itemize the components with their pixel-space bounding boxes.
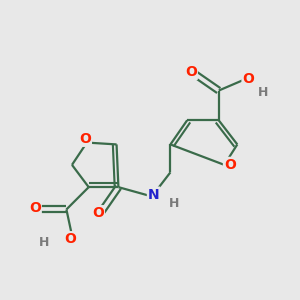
Text: O: O xyxy=(79,132,91,146)
Text: O: O xyxy=(185,65,197,79)
Text: H: H xyxy=(258,86,268,99)
Text: O: O xyxy=(242,72,254,86)
Text: O: O xyxy=(224,158,236,172)
Text: O: O xyxy=(64,232,76,246)
Text: H: H xyxy=(39,236,49,249)
Text: H: H xyxy=(169,197,179,210)
Text: O: O xyxy=(92,206,104,220)
Text: N: N xyxy=(148,188,160,202)
Text: O: O xyxy=(29,201,41,214)
